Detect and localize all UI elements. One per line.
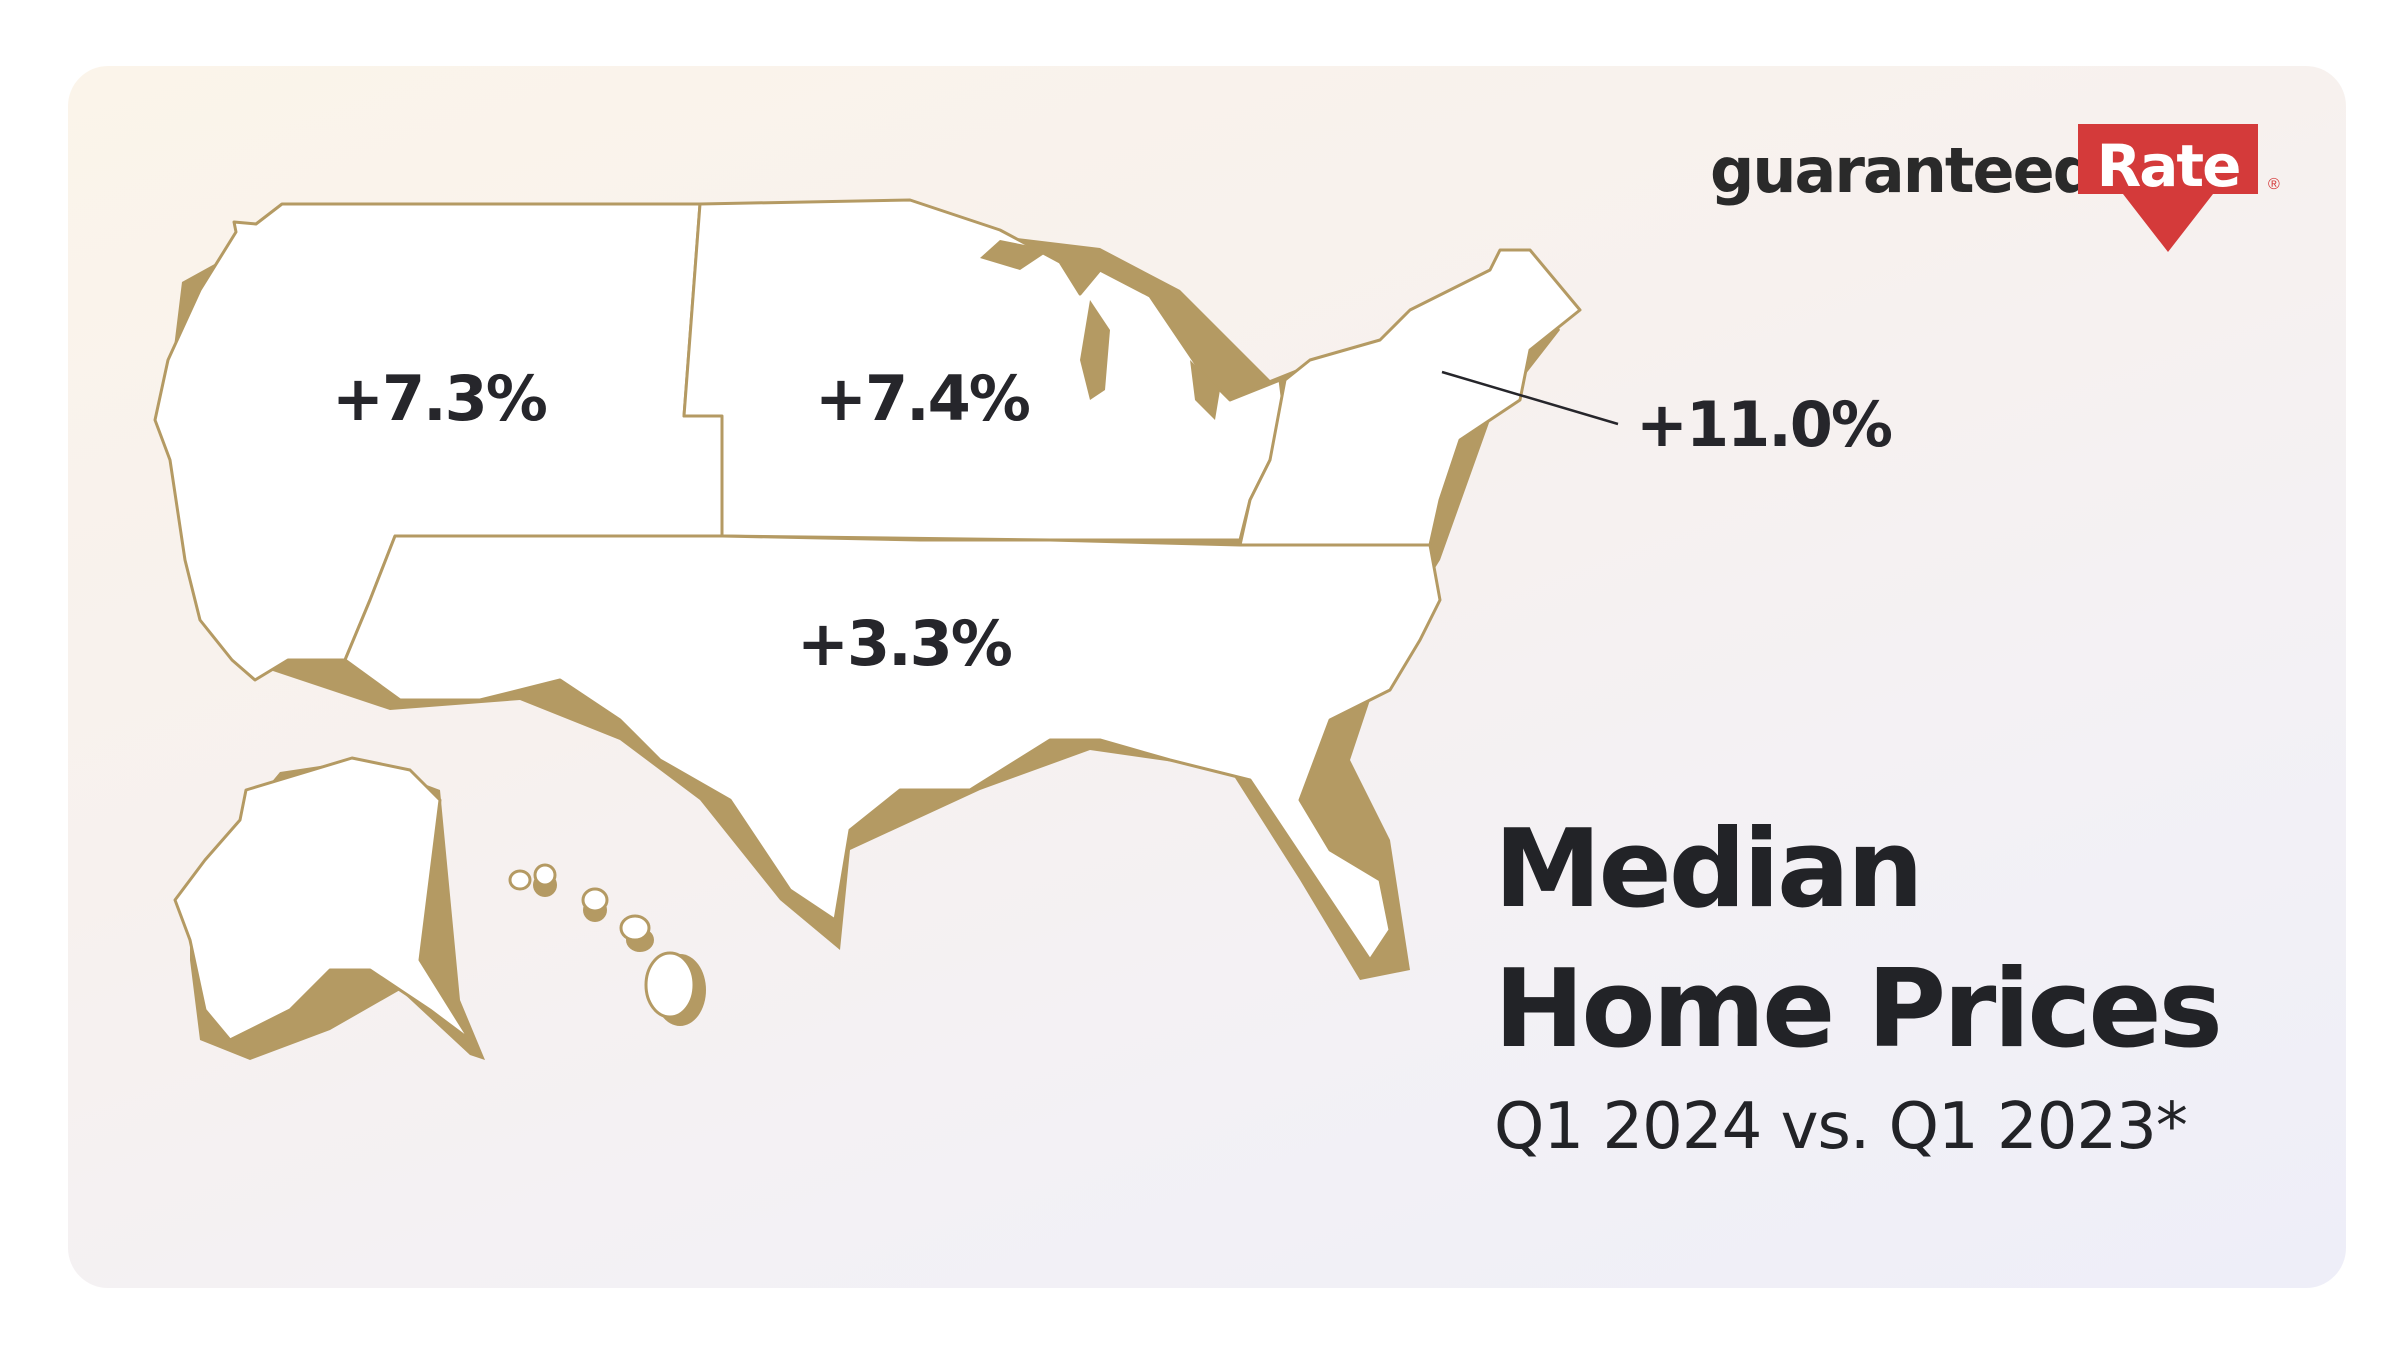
region-south bbox=[343, 534, 1442, 962]
region-label-northeast: +11.0% bbox=[1636, 388, 1893, 461]
region-northeast bbox=[1238, 248, 1582, 547]
red-arrow-icon bbox=[2078, 124, 2258, 252]
brand-arrow-badge: Rate bbox=[2078, 124, 2264, 258]
hawaii-island-4 bbox=[619, 914, 651, 942]
region-label-midwest: +7.4% bbox=[815, 362, 1031, 435]
region-label-south: +3.3% bbox=[797, 607, 1013, 680]
hawaii-island-5 bbox=[644, 951, 696, 1019]
hawaii-island-1 bbox=[508, 869, 532, 891]
region-label-west: +7.3% bbox=[332, 362, 548, 435]
hawaii-island-2 bbox=[533, 863, 557, 887]
non-contiguous-states bbox=[173, 756, 696, 1042]
title-line-2: Home Prices bbox=[1494, 947, 2223, 1072]
great-lakes bbox=[980, 240, 1220, 420]
brand-name-part2: Rate bbox=[2096, 132, 2242, 200]
page-subtitle: Q1 2024 vs. Q1 2023* bbox=[1494, 1090, 2188, 1164]
alaska bbox=[173, 756, 472, 1042]
northeast-leader-line bbox=[1441, 370, 1619, 426]
page-title: Median Home Prices bbox=[1494, 800, 2223, 1080]
map-regions bbox=[153, 198, 1582, 962]
title-line-1: Median bbox=[1494, 807, 1924, 932]
registered-mark: ® bbox=[2268, 176, 2280, 193]
guaranteed-rate-logo: guaranteed Rate ® bbox=[1710, 124, 2290, 264]
brand-name-part1: guaranteed bbox=[1710, 134, 2097, 207]
hawaii-island-3 bbox=[581, 887, 609, 913]
